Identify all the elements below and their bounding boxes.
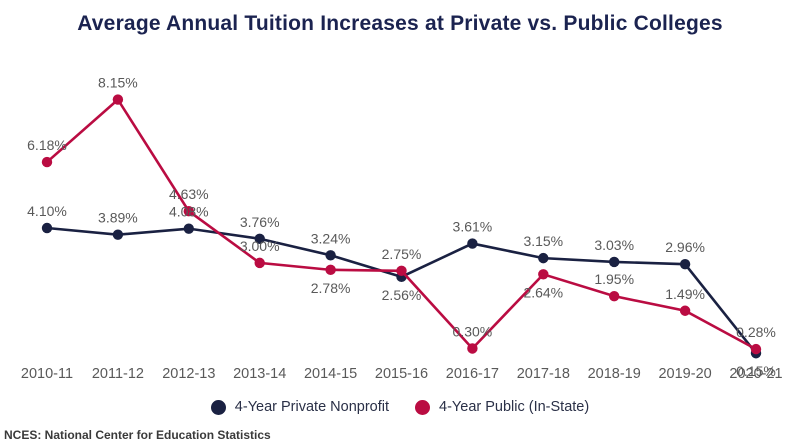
public-data-point bbox=[750, 343, 762, 355]
public-point-label: 2.64% bbox=[523, 284, 563, 300]
x-axis-label: 2019-20 bbox=[658, 366, 711, 382]
public-data-point bbox=[112, 94, 124, 105]
x-axis-label: 2012-13 bbox=[162, 366, 215, 382]
private-point-label: 2.56% bbox=[382, 287, 422, 303]
legend-marker-public-icon bbox=[415, 399, 431, 415]
public-data-point bbox=[396, 265, 407, 277]
legend-item-private: 4-Year Private Nonprofit bbox=[210, 399, 390, 415]
legend-item-public: 4-Year Public (In-State) bbox=[415, 399, 589, 415]
private-point-label: 3.03% bbox=[594, 237, 634, 253]
private-data-point bbox=[538, 252, 549, 264]
legend-label-public: 4-Year Public (In-State) bbox=[439, 399, 590, 415]
x-axis-label: 2010-11 bbox=[21, 366, 73, 382]
public-point-label: 4.63% bbox=[169, 186, 209, 202]
public-series-line bbox=[46, 97, 757, 351]
legend: 4-Year Private Nonprofit 4-Year Public (… bbox=[0, 399, 800, 415]
x-axis-label: 2020-21 bbox=[729, 366, 782, 382]
public-data-point bbox=[183, 206, 194, 217]
legend-marker-private-icon bbox=[210, 399, 226, 415]
public-point-label: 2.75% bbox=[382, 246, 422, 262]
x-axis-label: 2018-19 bbox=[588, 366, 641, 382]
private-data-point bbox=[112, 229, 124, 240]
public-point-label: 1.49% bbox=[665, 286, 705, 302]
public-point-label: 1.95% bbox=[594, 271, 634, 287]
private-point-label: 0.15% bbox=[736, 363, 776, 379]
x-axis-label: 2013-14 bbox=[233, 366, 286, 382]
public-data-point bbox=[538, 269, 549, 280]
public-data-point bbox=[325, 264, 336, 276]
public-point-label: 2.78% bbox=[311, 280, 351, 296]
source-note: NCES: National Center for Education Stat… bbox=[4, 428, 271, 442]
x-axis-label: 2011-12 bbox=[92, 366, 144, 382]
x-axis-label: 2016-17 bbox=[446, 366, 499, 382]
private-data-point bbox=[183, 223, 194, 234]
private-data-point bbox=[254, 233, 265, 244]
public-data-point bbox=[41, 156, 53, 168]
private-point-label: 3.24% bbox=[311, 230, 351, 246]
private-point-label: 2.96% bbox=[665, 239, 705, 255]
private-data-point bbox=[41, 222, 53, 234]
public-point-label: 0.28% bbox=[736, 324, 776, 340]
private-point-label: 3.61% bbox=[453, 219, 493, 235]
private-point-label: 3.76% bbox=[240, 214, 280, 230]
x-axis-label: 2014-15 bbox=[304, 366, 357, 382]
public-data-point bbox=[679, 305, 691, 316]
public-point-label: 6.18% bbox=[27, 137, 67, 153]
private-point-label: 3.89% bbox=[98, 210, 138, 226]
public-data-point bbox=[609, 290, 620, 302]
private-point-label: 4.08% bbox=[169, 204, 209, 220]
private-data-point bbox=[679, 258, 691, 270]
private-point-label: 3.15% bbox=[523, 233, 563, 249]
public-data-point bbox=[467, 343, 478, 354]
x-axis-label: 2015-16 bbox=[375, 366, 428, 382]
legend-label-private: 4-Year Private Nonprofit bbox=[234, 399, 390, 415]
x-axis-label: 2017-18 bbox=[517, 366, 570, 382]
private-data-point bbox=[609, 256, 620, 268]
private-data-point bbox=[467, 238, 478, 249]
public-data-point bbox=[254, 257, 265, 269]
public-point-label: 0.30% bbox=[453, 323, 493, 339]
private-point-label: 4.10% bbox=[27, 203, 67, 219]
public-point-label: 8.15% bbox=[98, 75, 138, 91]
private-data-point bbox=[325, 250, 336, 261]
chart-title: Average Annual Tuition Increases at Priv… bbox=[77, 12, 723, 35]
public-point-label: 3.00% bbox=[240, 238, 280, 254]
